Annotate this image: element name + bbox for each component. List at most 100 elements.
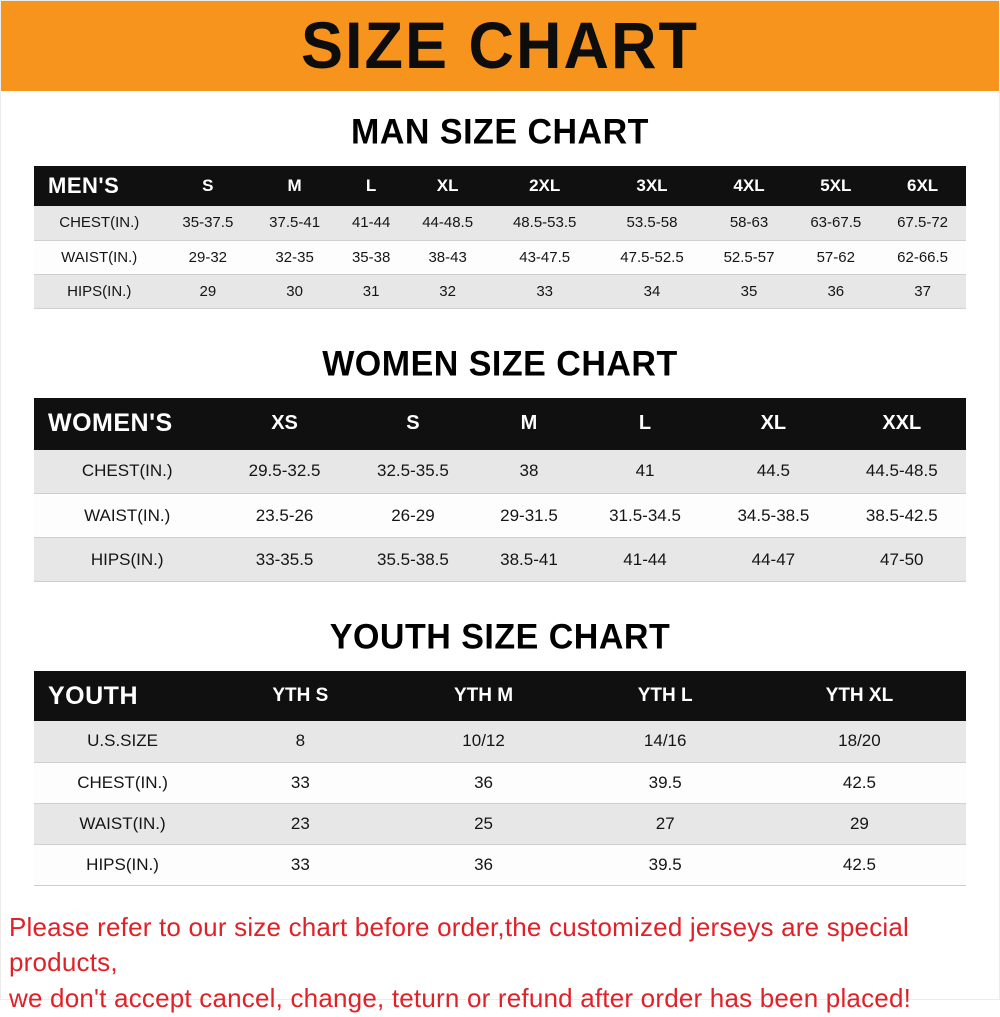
measurement-cell-value: 67.5-72 (879, 206, 966, 240)
measurement-cell-value: 41-44 (581, 538, 709, 582)
size-column-header: S (164, 166, 251, 206)
size-column-header: YTH S (211, 671, 390, 721)
measurement-row-label: U.S.SIZE (34, 721, 211, 762)
measurement-cell-value: 58-63 (706, 206, 793, 240)
size-column-header: XS (220, 398, 348, 450)
measurement-cell-value: 33-35.5 (220, 538, 348, 582)
measurement-cell-value: 44.5 (709, 450, 837, 494)
measurement-cell-value: 34.5-38.5 (709, 494, 837, 538)
youth-size-chart-heading: YOUTH SIZE CHART (1, 617, 999, 657)
measurement-cell-value: 29.5-32.5 (220, 450, 348, 494)
measurement-cell-value: 42.5 (753, 844, 966, 885)
measurement-cell-value: 44-48.5 (404, 206, 491, 240)
measurement-row-label: HIPS(IN.) (34, 538, 220, 582)
measurement-cell-value: 29 (753, 803, 966, 844)
measurement-cell-value: 35.5-38.5 (349, 538, 477, 582)
size-column-header: 3XL (598, 166, 705, 206)
measurement-cell-value: 47.5-52.5 (598, 240, 705, 274)
measurement-cell-value: 8 (211, 721, 390, 762)
measurement-cell-value: 47-50 (838, 538, 966, 582)
size-column-header: YTH XL (753, 671, 966, 721)
measurement-cell-value: 41-44 (338, 206, 404, 240)
measurement-row-label: HIPS(IN.) (34, 274, 164, 308)
measurement-row-label: WAIST(IN.) (34, 494, 220, 538)
table-corner-label: WOMEN'S (34, 398, 220, 450)
measurement-row-label: WAIST(IN.) (34, 240, 164, 274)
order-notice-line-1: Please refer to our size chart before or… (9, 910, 991, 982)
size-column-header: YTH M (390, 671, 578, 721)
size-column-header: L (338, 166, 404, 206)
size-column-header: XL (404, 166, 491, 206)
measurement-cell-value: 27 (578, 803, 753, 844)
measurement-cell-value: 37.5-41 (251, 206, 338, 240)
measurement-cell-value: 35 (706, 274, 793, 308)
measurement-cell-value: 30 (251, 274, 338, 308)
size-column-header: XL (709, 398, 837, 450)
page-title: SIZE CHART (301, 9, 699, 84)
measurement-cell-value: 32.5-35.5 (349, 450, 477, 494)
measurement-cell-value: 43-47.5 (491, 240, 598, 274)
measurement-cell-value: 31 (338, 274, 404, 308)
measurement-cell-value: 38-43 (404, 240, 491, 274)
measurement-cell-value: 42.5 (753, 762, 966, 803)
measurement-cell-value: 29-32 (164, 240, 251, 274)
measurement-cell-value: 38.5-41 (477, 538, 581, 582)
measurement-cell-value: 25 (390, 803, 578, 844)
table-corner-label: MEN'S (34, 166, 164, 206)
size-column-header: M (477, 398, 581, 450)
size-column-header: 4XL (706, 166, 793, 206)
measurement-cell-value: 62-66.5 (879, 240, 966, 274)
measurement-cell-value: 44.5-48.5 (838, 450, 966, 494)
measurement-cell-value: 38.5-42.5 (838, 494, 966, 538)
women-size-chart-heading: WOMEN SIZE CHART (1, 344, 999, 384)
measurement-cell-value: 36 (390, 844, 578, 885)
measurement-cell-value: 29 (164, 274, 251, 308)
measurement-cell-value: 31.5-34.5 (581, 494, 709, 538)
size-column-header: YTH L (578, 671, 753, 721)
measurement-cell-value: 39.5 (578, 844, 753, 885)
size-column-header: XXL (838, 398, 966, 450)
measurement-cell-value: 63-67.5 (792, 206, 879, 240)
measurement-cell-value: 14/16 (578, 721, 753, 762)
measurement-row-label: CHEST(IN.) (34, 762, 211, 803)
table-corner-label: YOUTH (34, 671, 211, 721)
measurement-cell-value: 26-29 (349, 494, 477, 538)
measurement-cell-value: 34 (598, 274, 705, 308)
measurement-cell-value: 35-38 (338, 240, 404, 274)
measurement-cell-value: 44-47 (709, 538, 837, 582)
measurement-cell-value: 32-35 (251, 240, 338, 274)
measurement-cell-value: 57-62 (792, 240, 879, 274)
measurement-cell-value: 33 (211, 844, 390, 885)
measurement-cell-value: 32 (404, 274, 491, 308)
measurement-cell-value: 53.5-58 (598, 206, 705, 240)
measurement-cell-value: 36 (792, 274, 879, 308)
measurement-cell-value: 35-37.5 (164, 206, 251, 240)
measurement-row-label: CHEST(IN.) (34, 206, 164, 240)
measurement-cell-value: 36 (390, 762, 578, 803)
size-column-header: M (251, 166, 338, 206)
measurement-cell-value: 41 (581, 450, 709, 494)
measurement-cell-value: 38 (477, 450, 581, 494)
measurement-cell-value: 23.5-26 (220, 494, 348, 538)
banner: SIZE CHART (1, 1, 999, 91)
order-notice-line-2: we don't accept cancel, change, teturn o… (9, 981, 991, 1017)
size-column-header: 6XL (879, 166, 966, 206)
man-size-chart-heading: MAN SIZE CHART (1, 112, 999, 152)
measurement-cell-value: 33 (491, 274, 598, 308)
measurement-cell-value: 29-31.5 (477, 494, 581, 538)
